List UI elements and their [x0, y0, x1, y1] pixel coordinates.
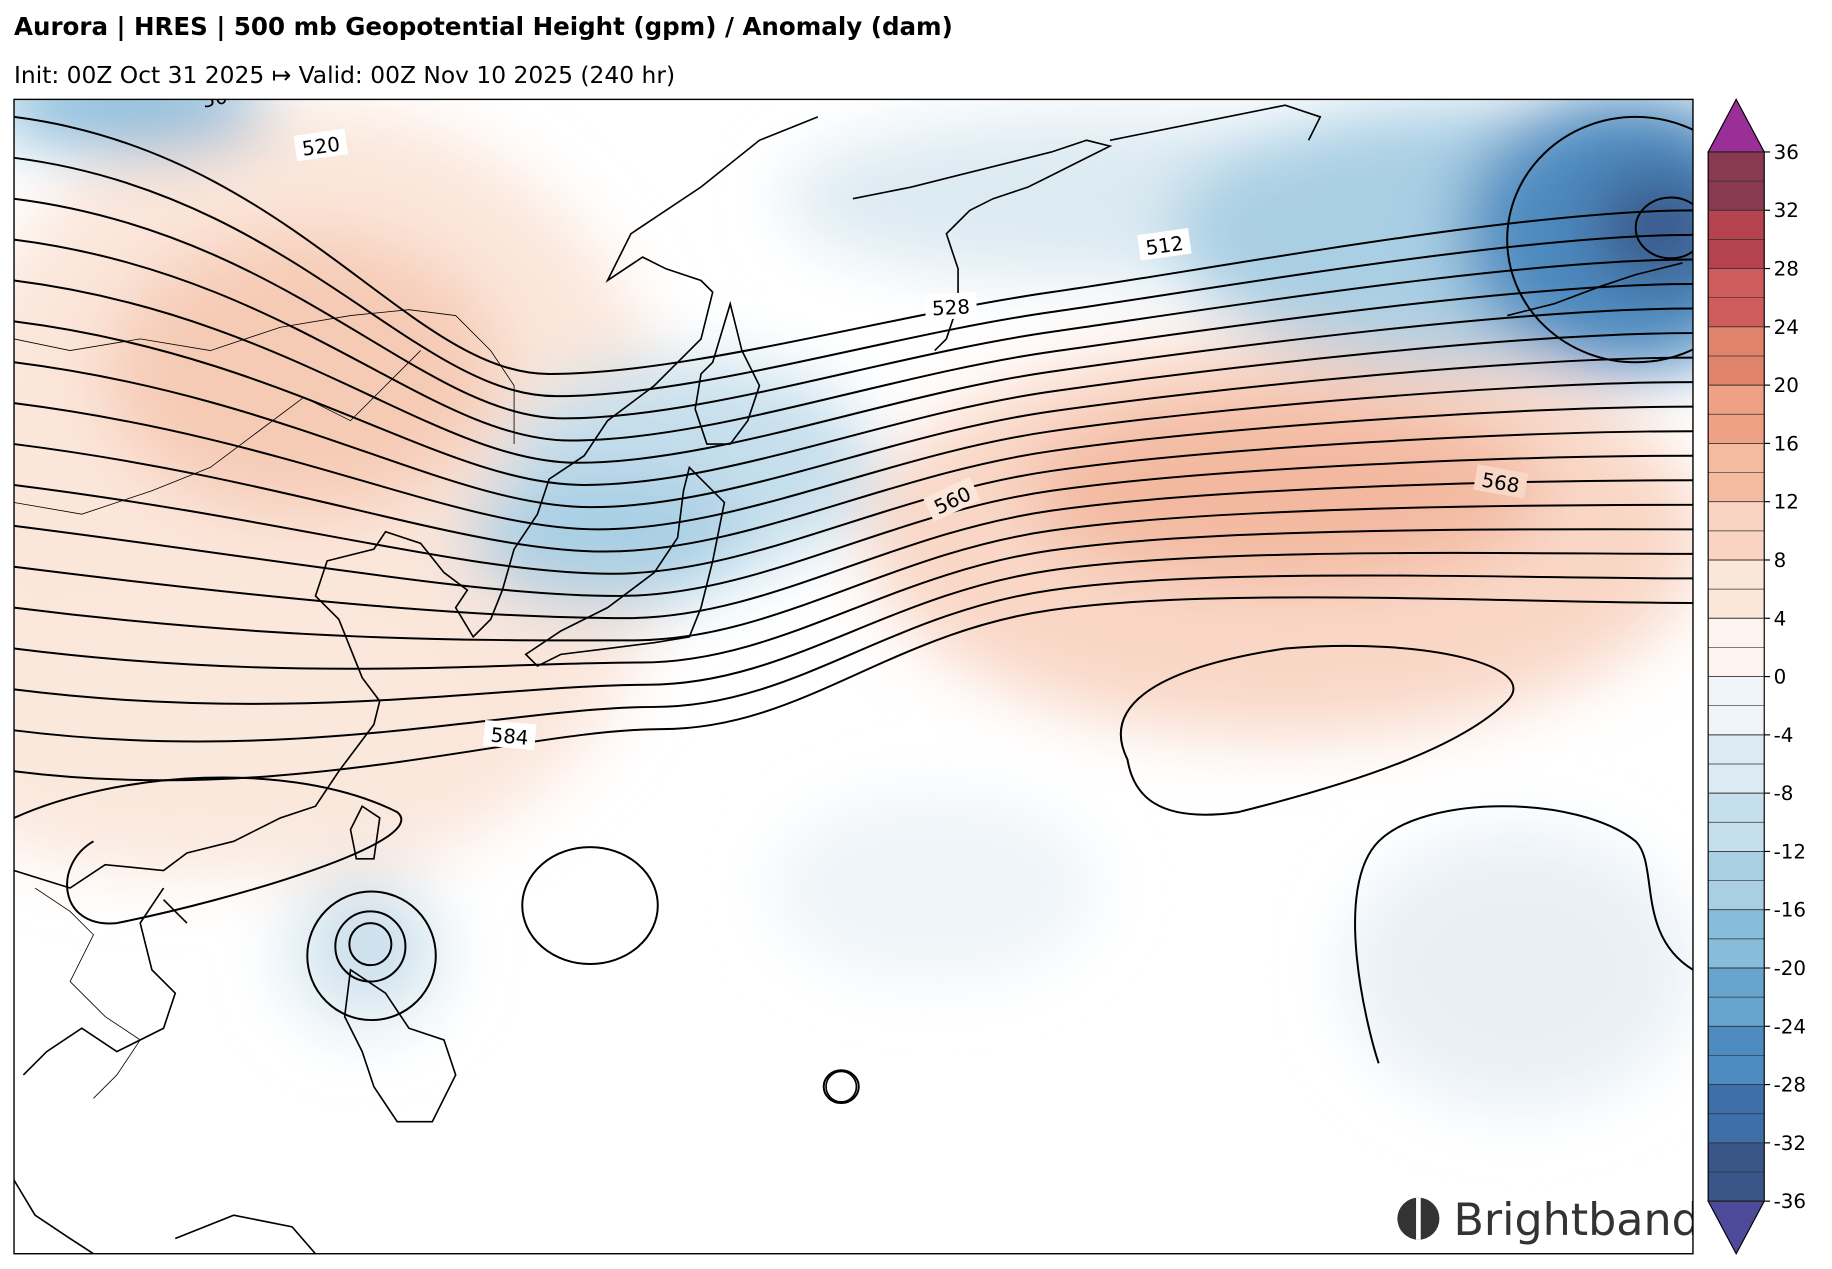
colorbar-extend-min [1707, 1200, 1766, 1255]
height-contour [14, 320, 1693, 486]
colorbar-tick-label: -12 [1774, 840, 1806, 863]
contour-label: 584 [490, 724, 530, 750]
contour-label: 512 [1144, 232, 1185, 260]
contour-label: 528 [931, 295, 970, 320]
height-contour [14, 405, 1693, 553]
colorbar-tick-label: 12 [1774, 491, 1799, 514]
colorbar-tick-label: 24 [1774, 316, 1799, 339]
colorbar-tick-label: 20 [1774, 374, 1799, 397]
colorbar-tick-label: -8 [1774, 782, 1794, 805]
logo: Brightband [1397, 1195, 1699, 1246]
subtitle: Init: 00Z Oct 31 2025 ↦ Valid: 00Z Nov 1… [14, 61, 675, 89]
height-contour [14, 279, 1693, 464]
height-contour [14, 528, 1693, 670]
colorbar-tick-label: -20 [1774, 957, 1806, 980]
height-contour [14, 479, 1693, 620]
contour-label: 520 [301, 133, 342, 161]
height-contours [14, 115, 1693, 1105]
colorbar-tick-label: 16 [1774, 432, 1799, 455]
title: Aurora | HRES | 500 mb Geopotential Heig… [14, 12, 953, 41]
height-contour [14, 596, 1693, 782]
height-contour [14, 238, 1693, 442]
height-contour [14, 454, 1693, 597]
colorbar-tick-label: 28 [1774, 258, 1799, 281]
height-contour [14, 115, 1693, 375]
colorbar-tick-label: 4 [1774, 607, 1787, 630]
height-contour [14, 503, 1693, 642]
contour-labels: 50 520 512 528 560 568 584 [200, 99, 1529, 751]
colorbar-tick-label: 0 [1774, 666, 1787, 689]
colorbar-tick-label: 32 [1774, 199, 1799, 222]
colorbar: -36 -32 -28 -24 -20 -16 -12 -8 -4 0 4 8 12 16 20 24 28 32… [1707, 98, 1806, 1255]
colorbar-tick-label: -16 [1774, 899, 1806, 922]
colorbar-tick-label: -4 [1774, 724, 1794, 747]
logo-text: Brightband [1453, 1195, 1699, 1246]
colorbar-tick-label: 36 [1774, 141, 1799, 164]
colorbar-tick-label: -28 [1774, 1074, 1806, 1097]
height-contour [14, 551, 1693, 705]
height-contour [14, 381, 1693, 531]
height-contour [14, 430, 1693, 575]
colorbar-tick-label: 8 [1774, 549, 1787, 572]
height-contour [14, 197, 1693, 420]
anomaly-shading [14, 99, 1693, 1110]
height-contour [14, 156, 1693, 398]
colorbar-extend-max [1707, 98, 1766, 153]
map-frame [13, 98, 1694, 1255]
map: 50 520 512 528 560 568 584 Brightband [14, 99, 1699, 1254]
colorbar-tick-label: -32 [1774, 1132, 1806, 1155]
coastlines [14, 104, 1683, 1254]
height-contour [14, 356, 1693, 509]
colorbar-tick-label: -36 [1774, 1190, 1806, 1213]
colorbar-tick-label: -24 [1774, 1015, 1806, 1038]
height-contour [14, 574, 1693, 743]
